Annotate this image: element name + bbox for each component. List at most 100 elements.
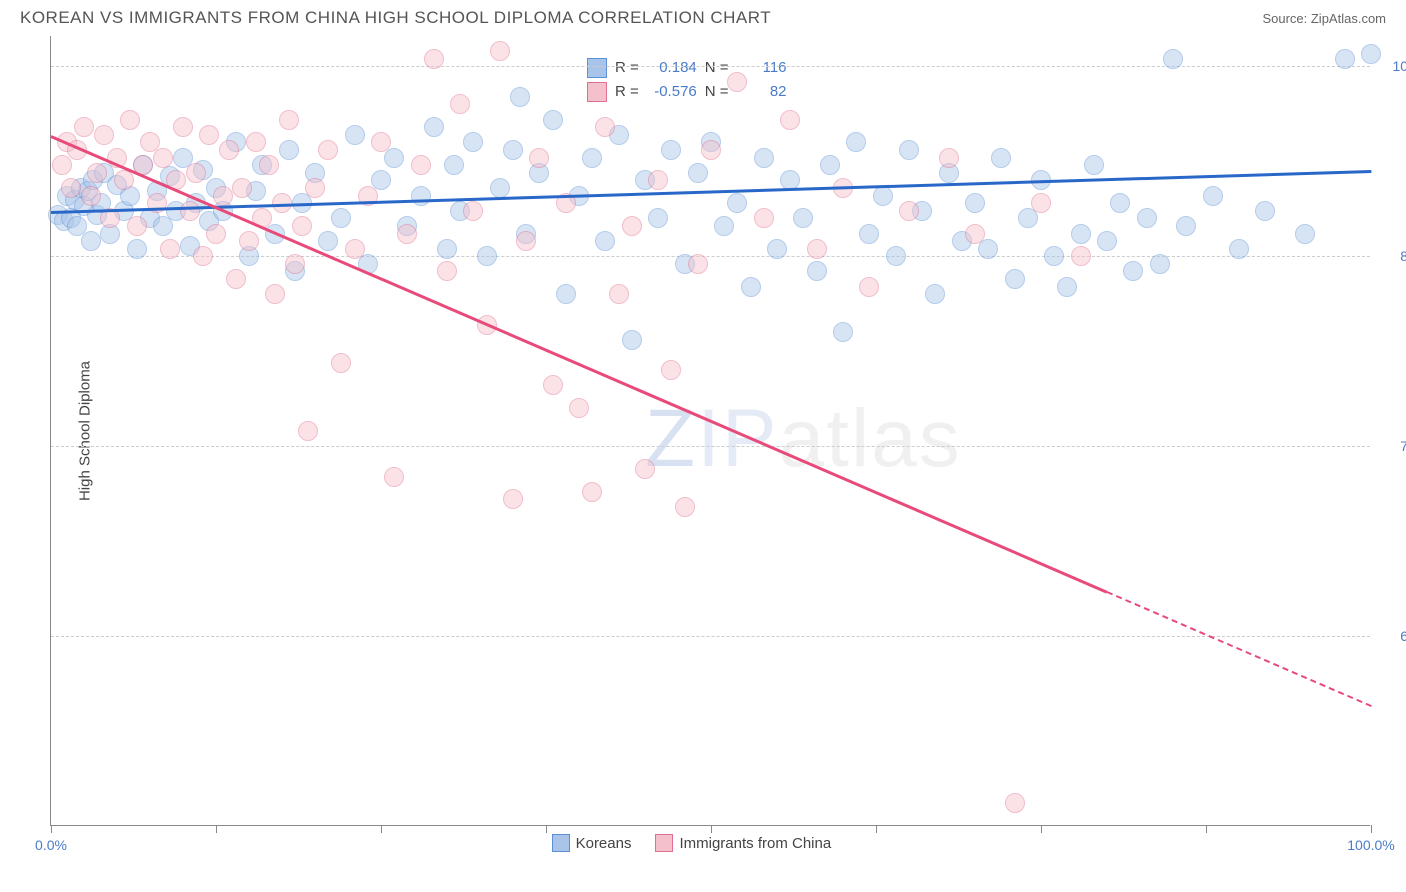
chart-source: Source: ZipAtlas.com [1262,11,1386,26]
xtick [381,825,382,833]
scatter-point [727,72,747,92]
scatter-point [450,94,470,114]
scatter-point [688,163,708,183]
scatter-point [886,246,906,266]
scatter-point [318,140,338,160]
scatter-point [991,148,1011,168]
watermark-ip: IP [697,393,778,484]
y-axis-label: High School Diploma [77,360,94,500]
xtick [1206,825,1207,833]
scatter-point [754,208,774,228]
scatter-point [490,41,510,61]
scatter-point [411,155,431,175]
scatter-point [582,148,602,168]
scatter-point [437,261,457,281]
scatter-point [213,186,233,206]
scatter-point [609,284,629,304]
scatter-point [424,117,444,137]
xtick [711,825,712,833]
scatter-point [543,110,563,130]
scatter-point [206,224,226,244]
scatter-point [199,125,219,145]
gridline [51,636,1370,637]
scatter-point [1229,239,1249,259]
scatter-point [81,231,101,251]
scatter-point [226,269,246,289]
scatter-point [1071,224,1091,244]
ytick-label: 75.0% [1380,438,1406,454]
scatter-point [186,163,206,183]
scatter-point [1361,44,1381,64]
scatter-point [1203,186,1223,206]
scatter-point [661,140,681,160]
scatter-point [318,231,338,251]
scatter-point [246,132,266,152]
scatter-point [1150,254,1170,274]
stats-legend-box: R =0.184 N =116R =-0.576 N =82 [579,52,795,108]
scatter-point [820,155,840,175]
chart-header: KOREAN VS IMMIGRANTS FROM CHINA HIGH SCH… [0,0,1406,32]
scatter-point [859,277,879,297]
legend-label: Koreans [576,835,632,852]
xtick [216,825,217,833]
scatter-point [180,201,200,221]
scatter-point [1005,793,1025,813]
scatter-point [807,261,827,281]
scatter-point [345,239,365,259]
scatter-point [846,132,866,152]
scatter-point [371,132,391,152]
scatter-point [1071,246,1091,266]
scatter-point [279,110,299,130]
scatter-point [74,117,94,137]
xtick-label: 100.0% [1347,837,1394,853]
chart-container: High School Diploma ZIPatlas R =0.184 N … [50,36,1386,826]
xtick [51,825,52,833]
scatter-point [622,216,642,236]
scatter-point [1255,201,1275,221]
scatter-point [556,284,576,304]
scatter-point [153,148,173,168]
scatter-point [384,467,404,487]
scatter-point [503,489,523,509]
scatter-point [384,148,404,168]
stats-r-label: R = [615,59,639,76]
scatter-point [424,49,444,69]
scatter-point [490,178,510,198]
stats-r-value: -0.576 [647,83,697,100]
scatter-point [978,239,998,259]
scatter-point [595,117,615,137]
scatter-point [437,239,457,259]
scatter-point [741,277,761,297]
scatter-point [503,140,523,160]
scatter-point [193,246,213,266]
scatter-point [52,155,72,175]
xtick-label: 0.0% [35,837,67,853]
scatter-point [305,178,325,198]
scatter-point [114,170,134,190]
scatter-point [965,224,985,244]
scatter-point [331,353,351,373]
scatter-point [833,322,853,342]
scatter-point [925,284,945,304]
xtick [1371,825,1372,833]
scatter-point [285,254,305,274]
scatter-point [173,117,193,137]
scatter-point [635,459,655,479]
scatter-point [622,330,642,350]
scatter-point [265,284,285,304]
scatter-point [582,482,602,502]
scatter-point [714,216,734,236]
scatter-point [1123,261,1143,281]
scatter-point [1176,216,1196,236]
scatter-point [94,125,114,145]
stats-row: R =0.184 N =116 [587,56,787,80]
scatter-point [1110,193,1130,213]
scatter-point [754,148,774,168]
scatter-point [463,201,483,221]
scatter-point [1097,231,1117,251]
scatter-point [543,375,563,395]
scatter-point [1044,246,1064,266]
scatter-point [219,140,239,160]
xtick [1041,825,1042,833]
scatter-point [1031,193,1051,213]
